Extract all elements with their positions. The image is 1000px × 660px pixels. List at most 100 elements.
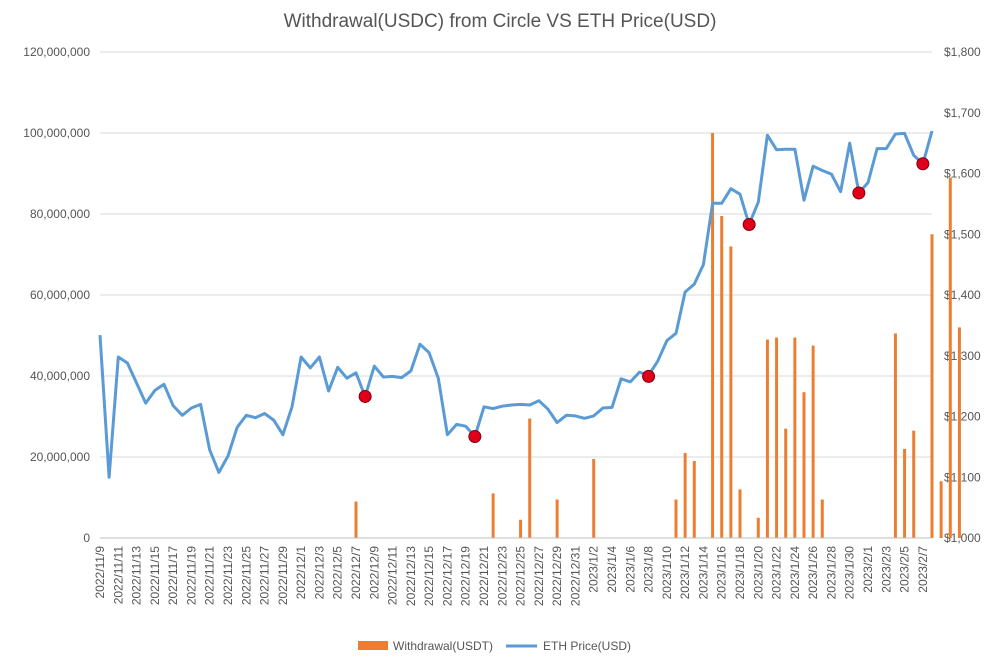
x-tick-label: 2022/12/29 — [550, 546, 564, 606]
x-tick-label: 2023/1/18 — [733, 546, 747, 600]
price-dip-marker — [642, 369, 656, 383]
x-tick-label: 2023/1/16 — [715, 546, 729, 600]
price-dip-marker — [742, 218, 756, 232]
withdrawal-bar — [711, 133, 715, 538]
x-tick-label: 2022/11/17 — [166, 546, 180, 605]
right-tick-label: $1,800 — [944, 45, 981, 59]
withdrawal-bar — [592, 459, 596, 538]
right-axis: $1,000 $1,100 $1,200 $1,300 $1,400 $1,500 $1,6… — [944, 45, 981, 545]
gridlines — [100, 51, 932, 539]
x-tick-label: 2022/12/3 — [312, 546, 326, 600]
x-tick-label: 2022/12/27 — [532, 546, 546, 606]
x-tick-label: 2023/1/4 — [605, 546, 619, 593]
x-tick-label: 2023/1/22 — [770, 546, 784, 600]
withdrawal-bar — [893, 333, 897, 538]
eth-price-line — [98, 130, 934, 479]
x-tick-label: 2022/12/1 — [294, 546, 308, 600]
x-tick-label: 2022/11/9 — [93, 546, 107, 599]
x-tick-label: 2022/12/19 — [459, 546, 473, 606]
withdrawal-bar — [674, 499, 678, 538]
x-tick-label: 2022/12/13 — [404, 546, 418, 606]
x-tick-label: 2022/11/11 — [111, 546, 125, 605]
withdrawal-bar — [912, 430, 916, 538]
left-tick-label: 20,000,000 — [30, 450, 90, 464]
left-tick-label: 40,000,000 — [30, 369, 90, 383]
legend-label-eth: ETH Price(USD) — [543, 639, 631, 653]
x-tick-label: 2022/12/11 — [386, 546, 400, 605]
x-tick-label: 2023/2/7 — [916, 546, 930, 593]
x-tick-label: 2023/1/26 — [806, 546, 820, 600]
x-tick-label: 2022/12/9 — [367, 546, 381, 600]
withdrawal-bar — [555, 499, 559, 538]
x-tick-label: 2023/2/1 — [861, 546, 875, 593]
withdrawal-bar — [793, 337, 797, 538]
right-tick-label: $1,200 — [944, 410, 981, 424]
withdrawal-bar — [820, 499, 824, 538]
right-tick-label: $1,100 — [944, 470, 981, 484]
x-tick-label: 2022/12/15 — [422, 546, 436, 606]
withdrawal-bar — [939, 481, 943, 538]
withdrawal-bar — [683, 452, 687, 538]
left-tick-label: 100,000,000 — [23, 126, 90, 140]
x-tick-label: 2023/2/3 — [879, 546, 893, 593]
x-tick-label: 2023/1/30 — [843, 546, 857, 600]
withdrawal-bar — [775, 337, 779, 538]
price-dip-marker — [358, 389, 372, 403]
withdrawal-bar — [720, 216, 724, 538]
withdrawal-bar — [528, 418, 532, 538]
x-tick-label: 2022/11/19 — [184, 546, 198, 605]
x-tick-label: 2022/12/5 — [331, 546, 345, 600]
x-tick-label: 2022/12/7 — [349, 546, 363, 600]
withdrawal-bars — [354, 133, 961, 539]
price-dip-marker — [852, 186, 866, 200]
x-tick-label: 2023/1/10 — [660, 546, 674, 600]
x-tick-label: 2022/11/21 — [203, 546, 217, 605]
x-tick-label: 2023/1/14 — [696, 546, 710, 600]
eth-price-polyline — [98, 130, 934, 479]
x-tick-label: 2023/1/2 — [587, 546, 601, 593]
x-tick-label: 2023/1/28 — [824, 546, 838, 600]
legend: Withdrawal(USDT) ETH Price(USD) — [358, 639, 631, 653]
withdrawal-bar — [802, 392, 806, 538]
legend-swatch-withdrawal — [358, 641, 388, 650]
left-tick-label: 60,000,000 — [30, 288, 90, 302]
right-tick-label: $1,300 — [944, 349, 981, 363]
left-tick-label: 80,000,000 — [30, 207, 90, 221]
x-tick-label: 2022/12/23 — [495, 546, 509, 606]
left-axis: 0 20,000,000 40,000,000 60,000,000 80,000,00… — [23, 45, 90, 545]
withdrawal-bar — [811, 345, 815, 538]
x-tick-label: 2023/2/5 — [898, 546, 912, 593]
withdrawal-bar — [930, 234, 934, 538]
withdrawal-bar — [765, 339, 769, 538]
x-tick-label: 2022/11/25 — [239, 546, 253, 605]
withdrawal-bar — [756, 517, 760, 538]
withdrawal-bar — [692, 461, 696, 538]
right-tick-label: $1,400 — [944, 288, 981, 302]
x-tick-label: 2022/12/31 — [568, 546, 582, 606]
x-tick-label: 2022/11/23 — [221, 546, 235, 605]
x-tick-label: 2023/1/20 — [751, 546, 765, 600]
withdrawal-bar — [957, 327, 961, 538]
right-tick-label: $1,700 — [944, 106, 981, 120]
x-tick-label: 2022/11/13 — [130, 546, 144, 605]
x-tick-label: 2022/12/17 — [440, 546, 454, 606]
left-tick-label: 0 — [83, 531, 90, 545]
left-tick-label: 120,000,000 — [23, 45, 90, 59]
x-tick-label: 2022/11/27 — [258, 546, 272, 605]
x-axis: 2022/11/9 2022/11/11 2022/11/13 2022/11/15 2… — [93, 537, 932, 606]
chart-title: Withdrawal(USDC) from Circle VS ETH Pric… — [284, 11, 717, 32]
x-tick-label: 2022/12/21 — [477, 546, 491, 606]
price-dip-marker — [916, 157, 930, 171]
x-tick-label: 2022/11/29 — [276, 546, 290, 605]
withdrawal-bar — [948, 177, 952, 539]
right-tick-label: $1,500 — [944, 227, 981, 241]
x-tick-label: 2023/1/6 — [623, 546, 637, 593]
withdrawal-bar — [903, 448, 907, 538]
price-dip-markers — [358, 157, 930, 444]
price-dip-marker — [468, 430, 482, 444]
withdrawal-bar — [354, 501, 358, 538]
x-tick-label: 2023/1/24 — [788, 546, 802, 600]
withdrawal-bar — [491, 493, 495, 538]
right-tick-label: $1,600 — [944, 167, 981, 181]
